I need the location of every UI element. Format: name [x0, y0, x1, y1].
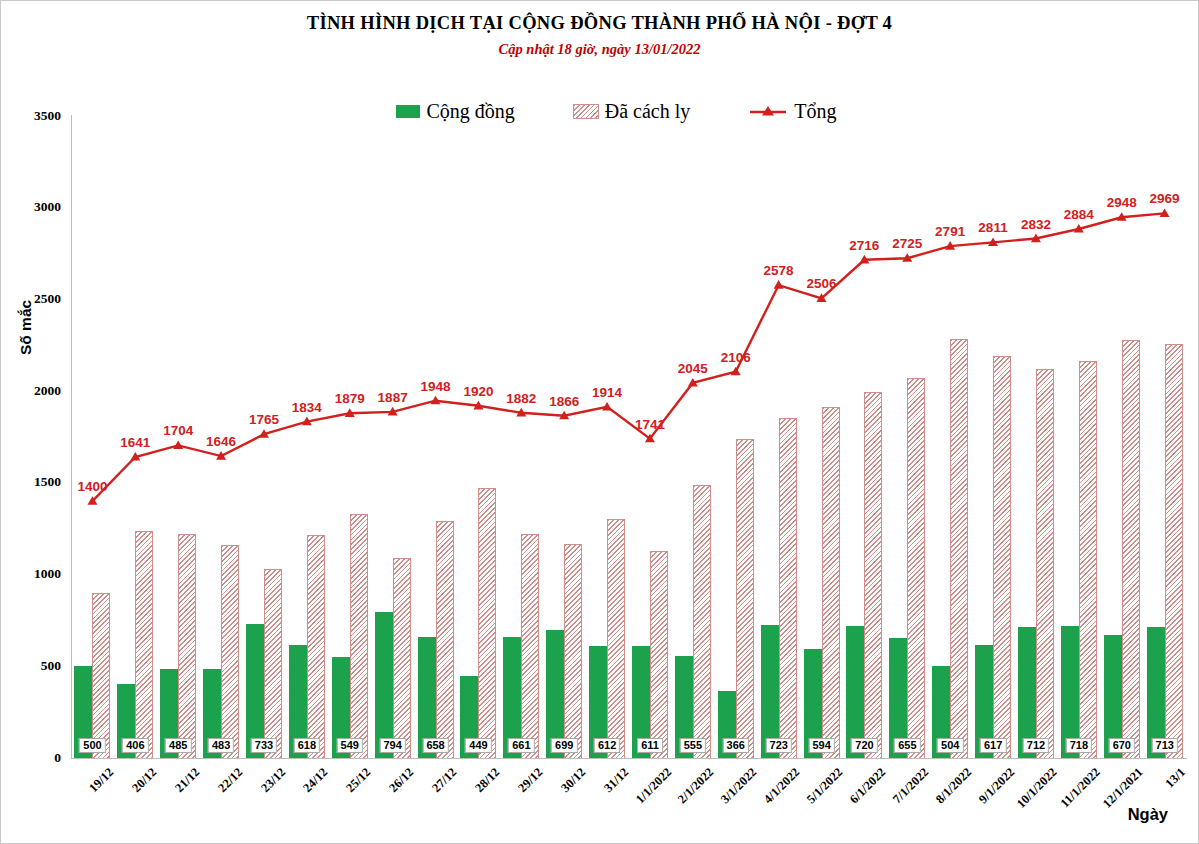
x-tick-label: 5/1/2022 [804, 765, 846, 807]
line-value-label: 1646 [206, 434, 237, 449]
line-value-label: 2811 [978, 220, 1008, 235]
y-tick-label: 2500 [1, 291, 61, 307]
chart-title: TÌNH HÌNH DỊCH TẠI CỘNG ĐỒNG THÀNH PHỐ H… [1, 13, 1198, 34]
line-value-label: 1741 [635, 417, 666, 432]
line-value-label: 1866 [549, 394, 580, 409]
line-marker [173, 440, 183, 449]
line-value-label: 2884 [1064, 207, 1095, 222]
line-value-label: 2969 [1150, 191, 1180, 206]
total-line [92, 213, 1164, 501]
y-tick-label: 1000 [1, 566, 61, 582]
y-tick-label: 2000 [1, 383, 61, 399]
line-value-label: 2106 [721, 350, 752, 365]
line-value-label: 2716 [849, 238, 880, 253]
x-tick-label: 1/1/2022 [633, 765, 675, 807]
line-value-label: 1834 [292, 400, 323, 415]
line-value-label: 1641 [120, 435, 151, 450]
x-tick-label: 3/1/2022 [718, 765, 760, 807]
line-value-label: 1879 [335, 391, 365, 406]
line-value-label: 2791 [935, 224, 966, 239]
line-value-label: 1765 [249, 412, 280, 427]
line-value-label: 1704 [163, 423, 194, 438]
covid-chart-window: TÌNH HÌNH DỊCH TẠI CỘNG ĐỒNG THÀNH PHỐ H… [0, 0, 1199, 844]
x-tick-label: 9/1/2022 [976, 765, 1018, 807]
y-tick-label: 1500 [1, 474, 61, 490]
y-tick-label: 3000 [1, 199, 61, 215]
line-value-label: 2506 [806, 276, 837, 291]
line-value-label: 1914 [592, 385, 623, 400]
y-tick-label: 3500 [1, 108, 61, 124]
line-value-label: 2578 [764, 263, 795, 278]
total-line-layer: 1400 1641 1704 1646 1765 1834 1879 1887 1948 1920… [66, 111, 1196, 771]
x-axis-title: Ngày [1128, 805, 1168, 824]
line-value-label: 2948 [1107, 195, 1138, 210]
line-value-label: 2725 [892, 236, 923, 251]
line-value-label: 2832 [1021, 217, 1051, 232]
line-value-label: 1400 [77, 479, 107, 494]
line-value-label: 1887 [378, 390, 408, 405]
chart-subtitle: Cập nhật 18 giờ, ngày 13/01/2022 [1, 41, 1198, 58]
y-axis-title: Số mắc [17, 300, 35, 355]
x-tick-label: 2/1/2022 [675, 765, 717, 807]
x-tick-label: 8/1/2022 [933, 765, 975, 807]
x-tick-label: 11/1/2022 [1057, 765, 1103, 811]
x-tick-label: 10/1/2022 [1014, 765, 1060, 811]
line-marker [602, 402, 612, 411]
line-value-label: 2045 [678, 361, 709, 376]
x-tick-label: 6/1/2022 [847, 765, 889, 807]
line-value-label: 1920 [463, 384, 493, 399]
x-tick-label: 7/1/2022 [890, 765, 932, 807]
line-marker [774, 280, 784, 289]
x-tick-label: 4/1/2022 [761, 765, 803, 807]
line-value-label: 1948 [420, 379, 451, 394]
y-tick-label: 0 [1, 750, 61, 766]
line-value-label: 1882 [506, 391, 536, 406]
y-tick-label: 500 [1, 658, 61, 674]
line-marker [731, 367, 741, 376]
